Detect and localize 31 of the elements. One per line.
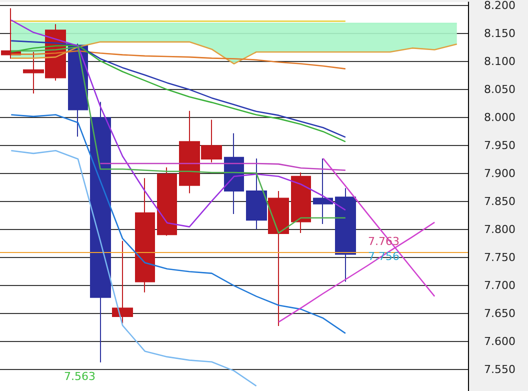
line-series xyxy=(100,162,346,171)
y-tick-label: 7.900 xyxy=(484,167,516,180)
y-tick-label: 7.750 xyxy=(484,251,516,264)
line-series xyxy=(10,150,257,387)
candlestick xyxy=(90,101,111,363)
line-series xyxy=(10,114,346,334)
line-series xyxy=(10,19,346,228)
y-tick-label: 7.650 xyxy=(484,307,516,320)
candlestick xyxy=(268,190,289,327)
line-series xyxy=(10,46,346,234)
candlestick xyxy=(112,240,133,324)
y-tick-label: 7.800 xyxy=(484,223,516,236)
annotation: 7.563 xyxy=(64,370,96,383)
y-tick-label: 7.600 xyxy=(484,335,516,348)
line-series xyxy=(10,41,458,64)
candlestick xyxy=(135,178,155,293)
y-tick-label: 8.100 xyxy=(484,55,516,68)
candlestick xyxy=(157,166,177,236)
candlestick xyxy=(313,158,333,225)
y-tick-label: 7.850 xyxy=(484,195,516,208)
candlestick xyxy=(335,188,356,282)
y-tick-label: 7.700 xyxy=(484,279,516,292)
candlestick xyxy=(246,158,267,230)
y-tick-label: 8.200 xyxy=(484,0,516,12)
line-series xyxy=(10,50,346,70)
y-tick-label: 8.050 xyxy=(484,83,516,96)
y-tick-label: 8.000 xyxy=(484,111,516,124)
candlestick xyxy=(291,172,311,234)
y-tick-label: 8.150 xyxy=(484,27,516,40)
y-tick-label: 7.550 xyxy=(484,363,516,376)
y-tick-label: 7.950 xyxy=(484,139,516,152)
